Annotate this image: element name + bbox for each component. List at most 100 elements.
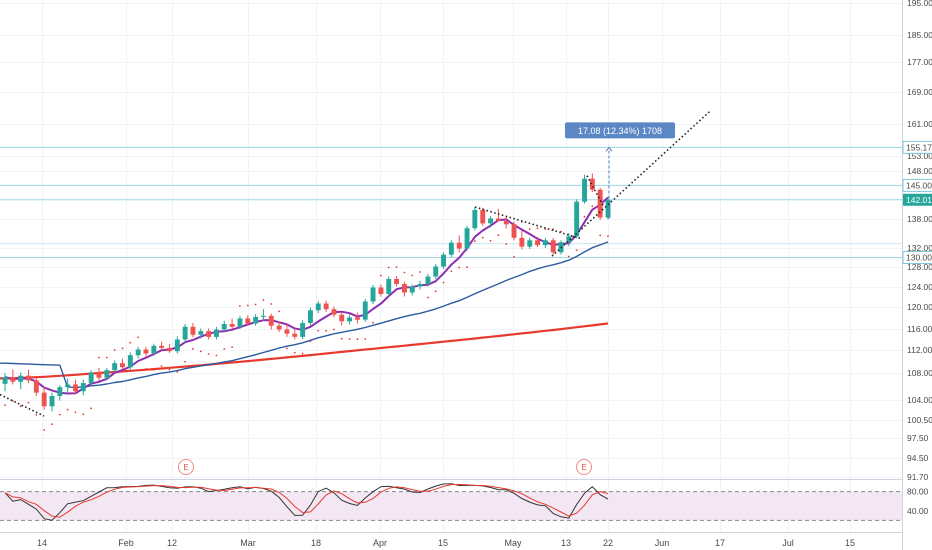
sar-dot bbox=[184, 360, 187, 363]
candle bbox=[308, 307, 313, 326]
candle bbox=[425, 274, 431, 287]
candle bbox=[174, 336, 180, 354]
candle bbox=[480, 207, 486, 226]
sar-dot bbox=[19, 405, 22, 408]
sar-dot bbox=[340, 337, 343, 340]
candle bbox=[589, 173, 595, 193]
candle bbox=[292, 328, 298, 340]
price-tick-label: 132.00 bbox=[907, 243, 932, 253]
sar-dot bbox=[325, 329, 327, 332]
sar-dot bbox=[98, 356, 100, 359]
candle bbox=[574, 199, 580, 239]
price-range-measure[interactable]: 17.08 (12.34%) 1708 bbox=[565, 122, 675, 219]
time-tick-label: Mar bbox=[240, 538, 256, 548]
time-axis[interactable]: 14 Feb 12 Mar 18 Apr 15 May 13 22 Jun 17 Jul 15 bbox=[0, 532, 902, 549]
sar-dot bbox=[199, 350, 202, 353]
candle bbox=[229, 318, 235, 329]
candle bbox=[182, 324, 188, 343]
sar-dot bbox=[528, 228, 531, 231]
sar-dot bbox=[168, 368, 171, 371]
price-tick-label: 112.00 bbox=[907, 345, 932, 355]
candle bbox=[135, 346, 141, 359]
candle bbox=[268, 313, 274, 330]
candle bbox=[339, 311, 345, 326]
candle bbox=[394, 276, 399, 287]
price-tick-label: 100.50 bbox=[907, 415, 932, 425]
sar-dot bbox=[536, 227, 539, 230]
sar-dot bbox=[215, 354, 218, 357]
sar-dot bbox=[223, 348, 226, 350]
price-line-badge[interactable]: 145.00 bbox=[902, 178, 932, 192]
candle bbox=[167, 344, 172, 353]
candle bbox=[80, 379, 86, 396]
sar-dot bbox=[309, 340, 312, 343]
candle bbox=[127, 352, 133, 370]
candle bbox=[503, 217, 509, 229]
trendline-drawings[interactable] bbox=[0, 110, 711, 417]
price-tick-label: 128.00 bbox=[907, 262, 932, 272]
sar-dot bbox=[466, 266, 468, 269]
time-tick-label: Jul bbox=[782, 538, 794, 548]
price-line-badge[interactable]: 130.00 bbox=[902, 251, 932, 264]
earnings-marker[interactable]: E bbox=[178, 459, 194, 475]
ma-50-line bbox=[0, 241, 609, 389]
sar-dot bbox=[129, 341, 132, 344]
earnings-label: E bbox=[183, 463, 188, 472]
stochastic-oscillator-pane bbox=[0, 479, 932, 521]
sar-dot bbox=[121, 347, 124, 350]
sar-dot bbox=[591, 205, 594, 208]
sar-dot bbox=[74, 411, 77, 414]
candle bbox=[417, 281, 423, 290]
candle bbox=[96, 367, 102, 382]
sar-dot bbox=[450, 270, 453, 273]
sar-dot bbox=[513, 255, 515, 258]
sar-dot bbox=[4, 404, 6, 406]
sar-dot bbox=[380, 274, 382, 277]
candle bbox=[441, 252, 446, 269]
candle bbox=[409, 284, 415, 296]
sar-dot bbox=[458, 266, 461, 269]
sar-dot bbox=[427, 296, 429, 299]
candle bbox=[198, 328, 204, 339]
oscillator-tick-label: 80.00 bbox=[907, 487, 929, 497]
candle bbox=[33, 378, 39, 396]
sar-dot bbox=[152, 368, 155, 371]
horizontal-price-lines[interactable] bbox=[0, 146, 902, 258]
price-line-badge[interactable]: 142.01 bbox=[903, 193, 932, 206]
price-tick-label: 153.00 bbox=[907, 151, 932, 161]
candle bbox=[300, 320, 306, 339]
sar-dot bbox=[254, 303, 257, 306]
sar-dot bbox=[160, 365, 163, 367]
sar-dot bbox=[246, 304, 249, 307]
sar-dot bbox=[207, 353, 210, 355]
candle bbox=[151, 343, 157, 356]
time-tick-label: Feb bbox=[118, 538, 134, 548]
price-tick-label: 94.50 bbox=[907, 453, 929, 463]
price-line-badge[interactable]: 155.17 bbox=[902, 140, 932, 154]
price-tick-label: 116.00 bbox=[907, 324, 932, 334]
candle bbox=[542, 237, 548, 248]
sar-dot bbox=[51, 423, 53, 426]
sar-dot bbox=[301, 352, 304, 355]
candle bbox=[347, 314, 352, 325]
candle bbox=[143, 346, 149, 357]
sar-dot bbox=[105, 356, 108, 359]
sar-dot bbox=[27, 401, 30, 404]
sar-dot bbox=[387, 266, 390, 269]
sar-dot bbox=[58, 413, 61, 416]
time-tick-label: Apr bbox=[373, 538, 387, 548]
price-tick-label: 124.00 bbox=[907, 282, 932, 292]
candle bbox=[65, 378, 71, 394]
candle bbox=[41, 387, 47, 410]
earnings-label: E bbox=[581, 463, 586, 472]
sar-dot bbox=[176, 370, 179, 373]
downtrend-line bbox=[0, 393, 45, 417]
candle bbox=[464, 225, 470, 251]
price-line-badge-label: 130.00 bbox=[906, 253, 932, 263]
sar-dot bbox=[82, 413, 85, 416]
price-axis[interactable]: 195.00 185.00 177.00 169.00 161.00 153.00 148.… bbox=[902, 0, 932, 550]
earnings-marker[interactable]: E bbox=[576, 459, 592, 475]
